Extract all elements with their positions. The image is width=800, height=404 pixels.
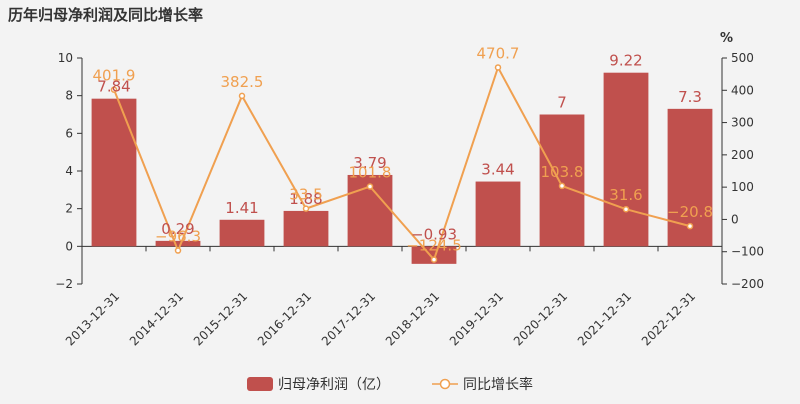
line-data-label: −20.8 (667, 203, 713, 221)
bar[interactable] (603, 72, 649, 247)
left-tick-label: 2 (65, 202, 73, 216)
axes-group: −2 0 2 4 6 8 10 −200 −100 0 100 200 300 400 500 (55, 51, 764, 291)
bars-group (91, 72, 713, 264)
bar-data-label: 1.88 (289, 190, 322, 208)
right-tick-label: 500 (731, 51, 754, 65)
bar-data-label: 7 (557, 94, 567, 112)
line-data-label: 103.8 (541, 163, 584, 181)
x-tick-label: 2020-12-31 (511, 289, 570, 348)
line-data-label: −96.3 (155, 228, 201, 246)
legend-bar-label: 归母净利润（亿） (278, 376, 390, 393)
line-point[interactable] (686, 222, 694, 230)
bar-labels-group: 7.84 0.29 1.41 1.88 3.79 −0.93 3.44 7 9.22 7.3 (97, 52, 702, 244)
x-tick-label: 2015-12-31 (191, 289, 250, 348)
bar-data-label: 7.84 (97, 78, 130, 96)
x-tick-label: 2014-12-31 (127, 289, 186, 348)
legend[interactable]: 归母净利润（亿） 同比增长率 (247, 376, 533, 393)
left-tick-label: 0 (65, 239, 73, 253)
x-tick-label: 2018-12-31 (383, 289, 442, 348)
bar-data-label: 3.44 (481, 161, 514, 179)
line-point[interactable] (238, 92, 246, 100)
legend-line-marker (439, 378, 451, 390)
right-tick-label: 200 (731, 148, 754, 162)
line-data-label: 401.9 (93, 67, 136, 85)
line-data-label: 382.5 (221, 73, 264, 91)
x-tick-labels-group: 2013-12-31 2014-12-31 2015-12-31 2016-12-31… (63, 289, 698, 348)
bar-data-label: 7.3 (678, 88, 702, 106)
line-group (110, 64, 694, 263)
bar-data-label: 1.41 (225, 199, 258, 217)
bar-data-label: 0.29 (161, 220, 194, 238)
line-data-label: 101.8 (349, 164, 392, 182)
right-tick-label: 400 (731, 83, 754, 97)
chart-title: 历年归母净利润及同比增长率 (8, 6, 203, 24)
bar-data-label: 9.22 (609, 52, 642, 70)
right-tick-label: 0 (731, 212, 739, 226)
line-labels-group: 401.9 −96.3 382.5 33.5 101.8 −124.5 470.7 103.8… (93, 44, 713, 254)
right-tick-label: 100 (731, 180, 754, 194)
bar-data-label: −0.93 (411, 225, 457, 243)
right-tick-label: 300 (731, 116, 754, 130)
line-point[interactable] (366, 183, 374, 190)
left-tick-label: 4 (65, 164, 73, 178)
left-tick-label: 6 (65, 126, 73, 140)
x-tick-label: 2013-12-31 (63, 289, 122, 348)
bar[interactable] (155, 240, 201, 247)
growth-line (113, 64, 691, 262)
bar[interactable] (219, 219, 265, 247)
line-point[interactable] (622, 205, 630, 213)
line-data-label: 33.5 (289, 186, 322, 204)
x-tick-label: 2016-12-31 (255, 289, 314, 348)
bar[interactable] (283, 210, 329, 247)
line-point[interactable] (430, 256, 438, 263)
right-tick-label: −100 (731, 245, 764, 259)
line-point[interactable] (174, 247, 182, 254)
line-data-label: −124.5 (406, 237, 462, 255)
right-tick-label: −200 (731, 277, 764, 291)
bar-data-label: 3.79 (353, 154, 386, 172)
x-tick-label: 2021-12-31 (575, 289, 634, 348)
bar[interactable] (91, 98, 137, 247)
line-point[interactable] (110, 86, 118, 93)
bar[interactable] (475, 181, 521, 247)
left-tick-label: −2 (55, 277, 73, 291)
line-point[interactable] (302, 205, 310, 212)
bar[interactable] (411, 246, 457, 264)
legend-line-label: 同比增长率 (463, 376, 533, 393)
line-data-label: 31.6 (609, 186, 642, 204)
line-data-label: 470.7 (477, 44, 520, 62)
x-tick-label: 2017-12-31 (319, 289, 378, 348)
line-point[interactable] (558, 182, 566, 190)
left-tick-label: 10 (58, 51, 73, 65)
left-tick-label: 8 (65, 89, 73, 103)
legend-bar-swatch (247, 377, 273, 391)
x-tick-label: 2019-12-31 (447, 289, 506, 348)
line-point[interactable] (494, 64, 502, 71)
bar[interactable] (539, 114, 585, 247)
right-axis-unit: % (720, 31, 733, 46)
x-tick-label: 2022-12-31 (639, 289, 698, 348)
